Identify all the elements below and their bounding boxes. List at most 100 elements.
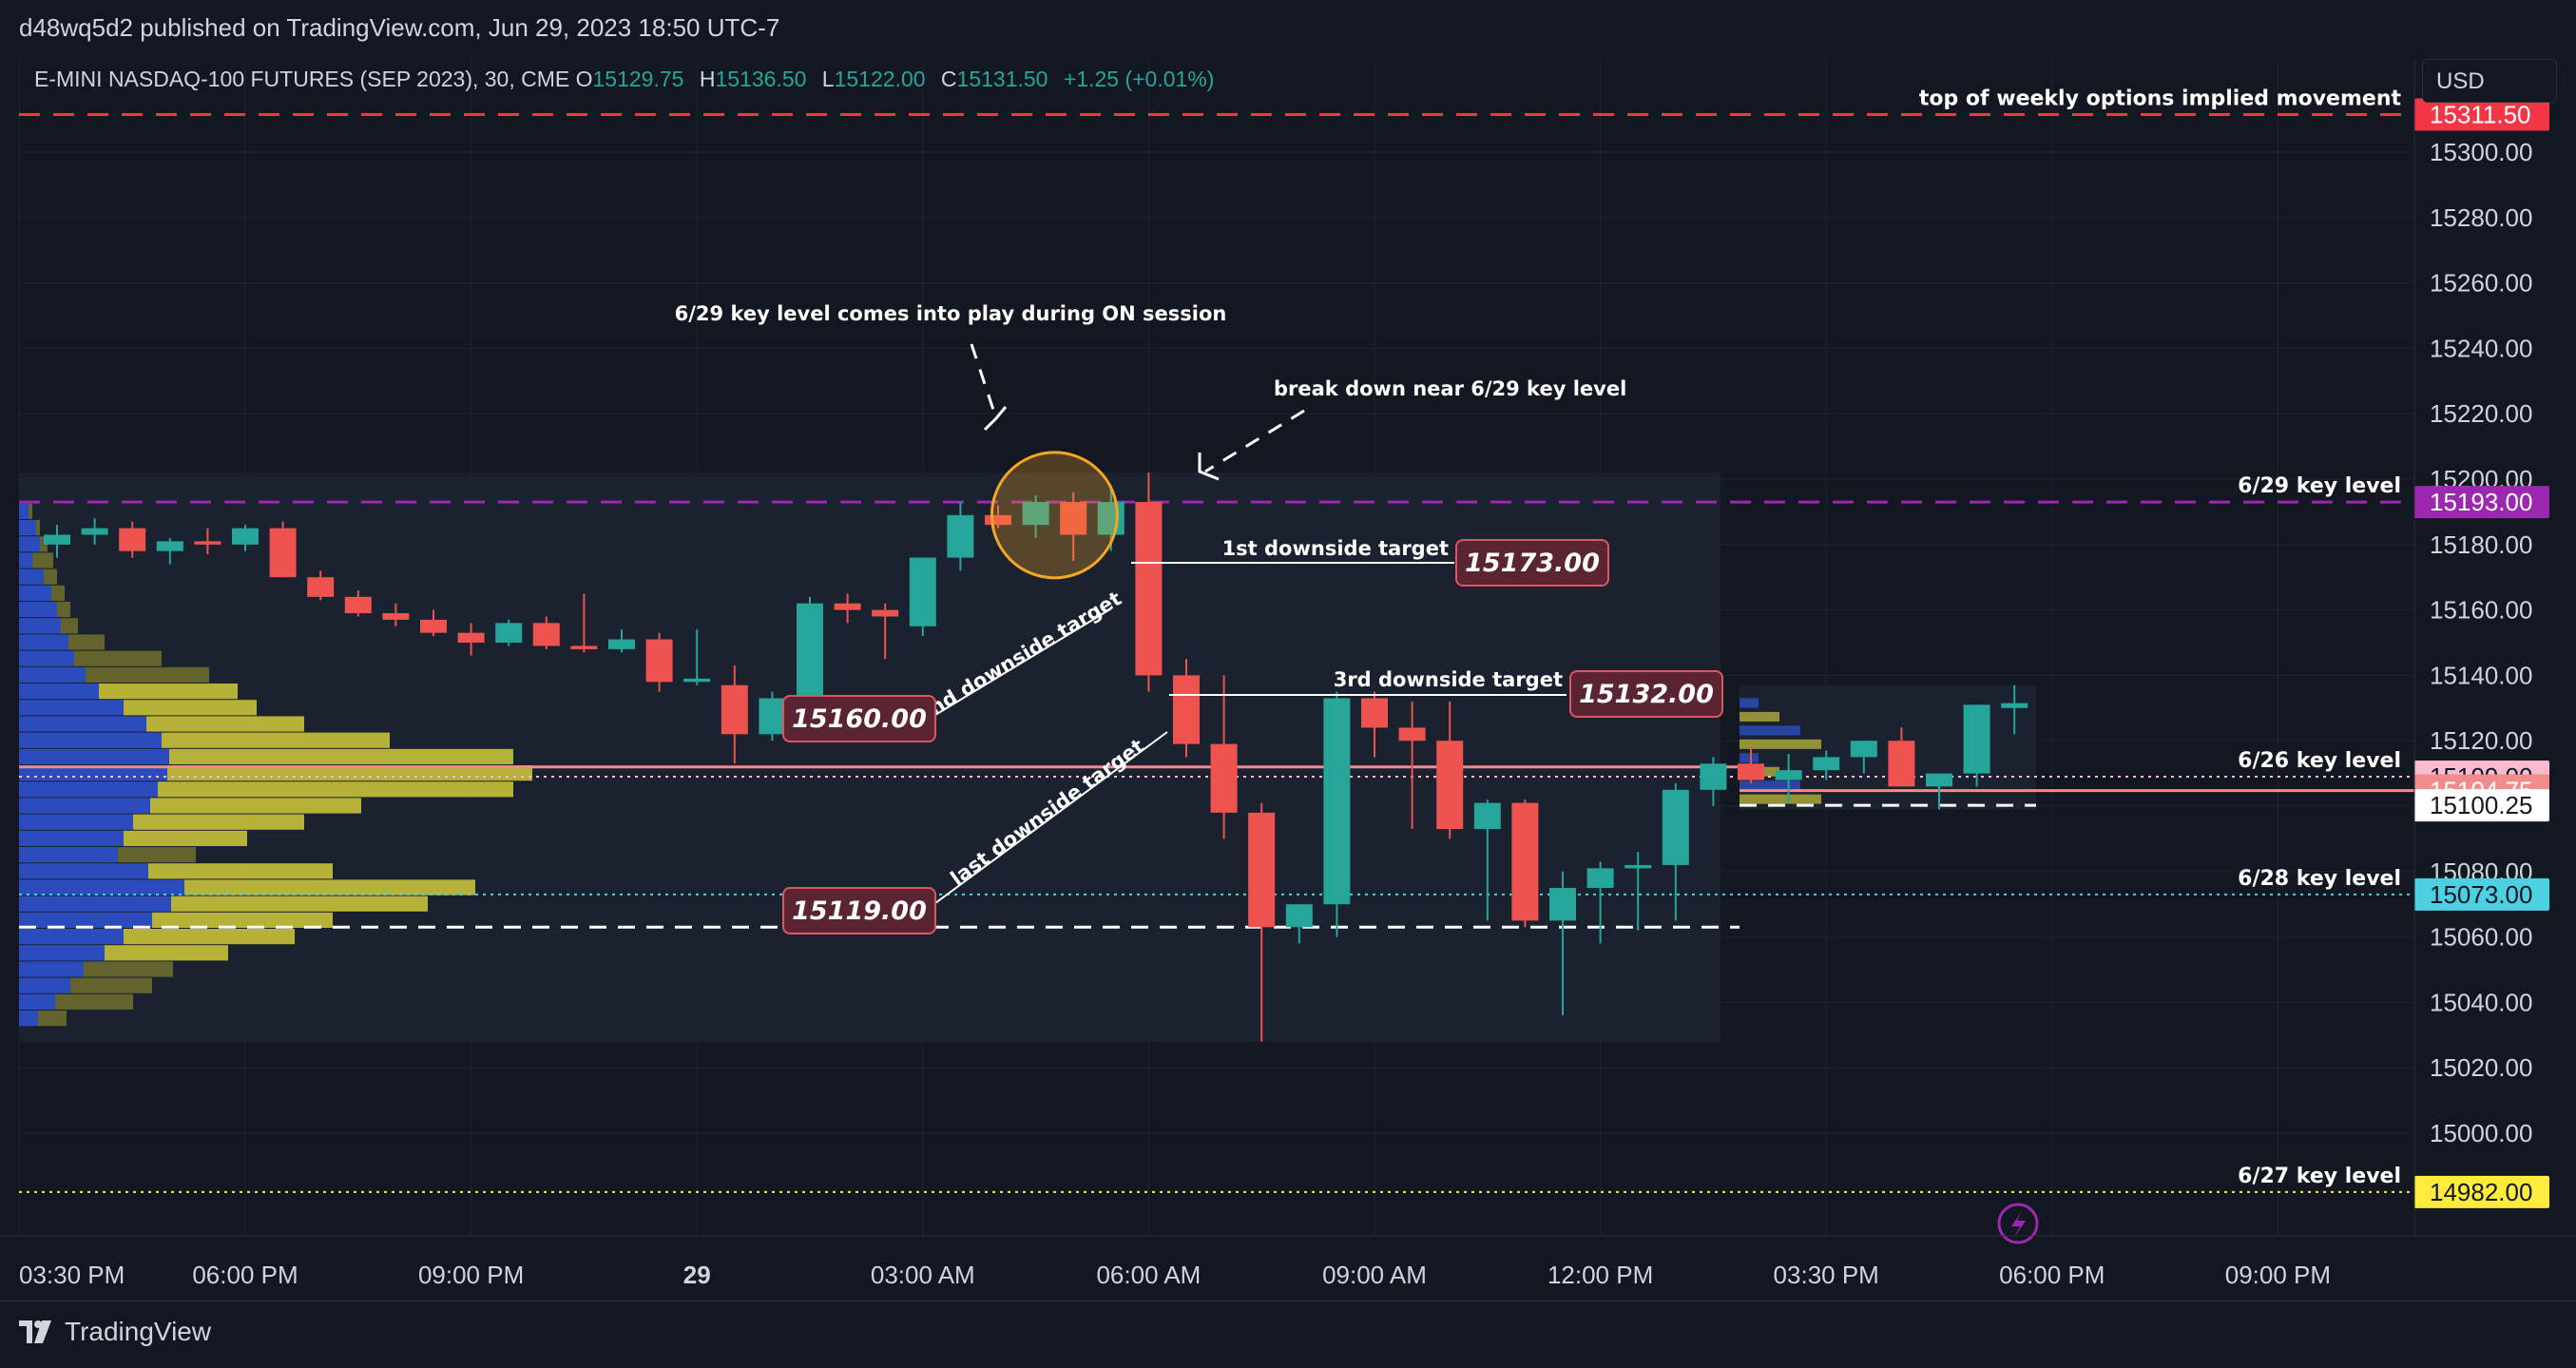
profile-bar-small	[1740, 753, 1759, 763]
brand-name: TradingView	[65, 1317, 212, 1346]
candle-body	[1022, 502, 1049, 526]
profile-bar-up	[19, 945, 105, 961]
profile-bar-up	[19, 1011, 38, 1027]
x-tick-label: 06:00 PM	[1999, 1261, 2105, 1289]
profile-bar-down	[84, 961, 173, 977]
footer: TradingView	[0, 1301, 2576, 1368]
profile-bar-down	[74, 650, 162, 666]
profile-bar-down	[184, 879, 475, 896]
profile-bar-small	[1740, 725, 1800, 736]
level-label: 6/29 key level	[2238, 474, 2401, 498]
target-1-box	[1455, 539, 1609, 587]
profile-bar-down	[124, 700, 257, 716]
candle-body	[307, 577, 335, 597]
profile-bar-down	[133, 814, 304, 830]
profile-bar-down	[158, 781, 513, 798]
open-value: 15129.75	[592, 67, 684, 91]
time-axis[interactable]: 03:30 PM 06:00 PM 09:00 PM 29 03:00 AM 06:00 …	[0, 1235, 2576, 1289]
price-axis[interactable]: 15000.0015020.0015040.0015060.0015080.00…	[2413, 59, 2576, 1236]
profile-bar-up	[19, 536, 40, 552]
candle-body	[1624, 864, 1652, 869]
profile-bar-up	[19, 684, 99, 700]
level-label: top of weekly options implied movement	[1919, 87, 2402, 110]
profile-bar-up	[19, 716, 146, 732]
candle-body	[344, 596, 372, 614]
y-tick-label: 15020.00	[2430, 1053, 2532, 1082]
profile-bar-small	[1740, 780, 1800, 791]
price-tag	[2414, 789, 2549, 822]
target-3-value: 15132.00	[1579, 680, 1714, 709]
profile-bar-down	[148, 863, 333, 879]
candle-body	[1473, 802, 1501, 830]
symbol-name: E-MINI NASDAQ-100 FUTURES (SEP 2023), 30…	[34, 67, 570, 91]
profile-bar-down	[169, 748, 513, 764]
profile-bar-down	[38, 1011, 67, 1027]
price-tag-value: 14982.00	[2430, 1178, 2532, 1206]
candle-body	[532, 623, 560, 646]
target-2-value: 15160.00	[792, 704, 927, 734]
x-tick-label: 09:00 PM	[2225, 1261, 2331, 1289]
annotation-text: 6/29 key level comes into play during ON…	[675, 302, 1227, 325]
profile-bar-up	[19, 896, 171, 912]
candle-body	[156, 541, 183, 551]
profile-bar-down	[99, 684, 238, 700]
profile-bar-down	[152, 912, 333, 928]
profile-bar-up	[19, 765, 167, 781]
candle-body	[797, 603, 823, 699]
profile-bar-down	[68, 634, 105, 650]
annotation-arrowhead	[983, 406, 1008, 432]
price-tag	[2414, 877, 2549, 911]
price-tag-value: 15073.00	[2430, 880, 2532, 909]
currency-selector[interactable]: USD	[2422, 59, 2557, 103]
x-tick-label: 09:00 AM	[1322, 1261, 1427, 1289]
candle-body	[194, 541, 221, 545]
low-value: 15122.00	[834, 67, 926, 91]
price-chart[interactable]: top of weekly options implied movement 6/…	[0, 0, 2576, 1301]
candle-body	[1285, 904, 1313, 928]
profile-bar-down	[55, 993, 133, 1010]
x-tick-label: 03:00 AM	[871, 1261, 975, 1289]
brand[interactable]: TradingView	[19, 1317, 211, 1347]
candle-body	[1700, 763, 1727, 790]
profile-bar-small	[1740, 698, 1759, 708]
volume-profile	[19, 472, 2036, 1042]
y-tick-label: 15120.00	[2430, 726, 2532, 755]
candle-body	[1926, 773, 1952, 787]
horizontal-levels: top of weekly options implied movement 6/…	[19, 87, 2414, 1193]
candle-body	[1060, 502, 1087, 535]
candle-body	[1173, 675, 1200, 744]
y-tick-label: 15060.00	[2430, 923, 2532, 952]
level-label: 6/27 key level	[2238, 1165, 2401, 1188]
candle-body	[1549, 888, 1576, 921]
profile-bar-small	[1740, 711, 1779, 722]
highlight-circle	[990, 451, 1119, 580]
candle-body	[1850, 741, 1877, 758]
publish-header: d48wq5d2 published on TradingView.com, J…	[0, 0, 2576, 59]
profile-bar-down	[86, 666, 209, 683]
profile-bar-down	[32, 552, 53, 568]
profile-bar-up	[19, 552, 32, 568]
candle-body	[420, 619, 447, 633]
profile-bar-down	[44, 568, 57, 585]
candle-body	[119, 528, 146, 551]
profile-bar-down	[162, 732, 390, 748]
price-tag-value: 15193.00	[2430, 488, 2532, 516]
candle-body	[382, 613, 410, 620]
y-tick-label: 15240.00	[2430, 334, 2532, 362]
open-label: O	[575, 67, 593, 91]
high-value: 15136.50	[715, 67, 807, 91]
profile-bar-small	[1740, 794, 1821, 804]
x-tick-label: 09:00 PM	[418, 1261, 524, 1289]
candle-body	[1248, 812, 1276, 928]
profile-bar-up	[19, 520, 36, 536]
candle-body	[1963, 704, 1990, 774]
profile-bar-up	[19, 929, 124, 945]
profile-bar-up	[19, 634, 68, 650]
candle-body	[645, 639, 673, 683]
profile-bar-down	[70, 977, 152, 993]
candle-body	[1586, 868, 1614, 888]
candle-body	[759, 698, 786, 735]
price-tag-value: 15311.50	[2430, 100, 2531, 128]
profile-bar-up	[19, 700, 124, 716]
profile-bar-up	[19, 814, 133, 830]
